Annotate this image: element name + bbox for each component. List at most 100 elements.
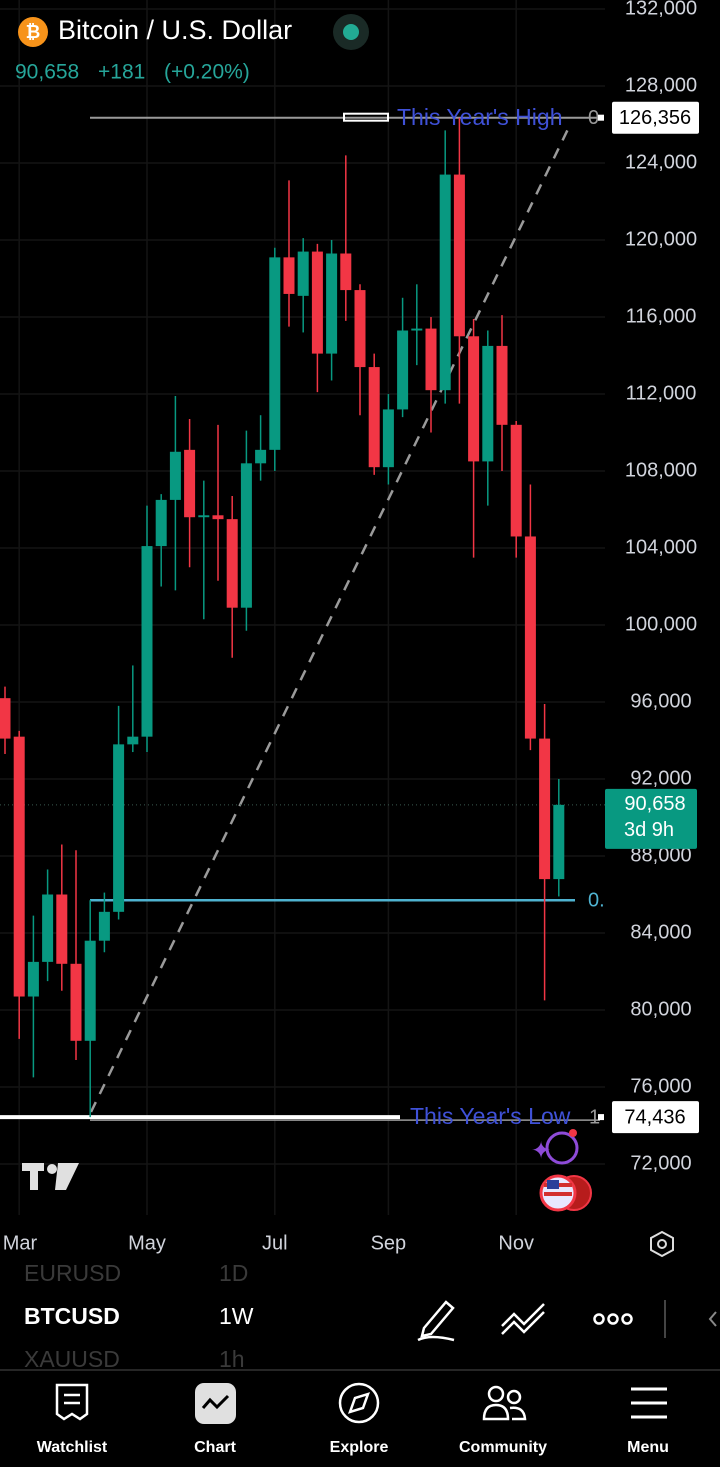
- x-tick-label: Mar: [3, 1232, 38, 1254]
- y-tick-label: 132,000: [625, 0, 697, 19]
- interval[interactable]: 1h: [219, 1346, 245, 1372]
- candle-body: [297, 251, 309, 296]
- indicator-icon[interactable]: [501, 1303, 545, 1335]
- y-tick-label: 72,000: [630, 1152, 691, 1174]
- candle-body: [70, 963, 82, 1041]
- watchlist-icon: [55, 1383, 89, 1421]
- high-handle: [343, 112, 389, 122]
- symbol-picker[interactable]: EURUSD 1D BTCUSD 1W XAUUSD 1h: [24, 1260, 254, 1372]
- candle-body: [553, 804, 565, 880]
- x-tick-label: Sep: [371, 1232, 407, 1254]
- y-tick-label: 88,000: [630, 844, 691, 866]
- candle-body: [155, 499, 167, 547]
- symbol[interactable]: EURUSD: [24, 1260, 121, 1286]
- level-price-dot: [598, 1114, 604, 1121]
- nav-label[interactable]: Explore: [330, 1439, 389, 1456]
- candle-body: [269, 257, 281, 450]
- ai-icon[interactable]: ✦: [531, 1129, 579, 1165]
- settings-icon[interactable]: [650, 1230, 674, 1258]
- candle-body: [496, 345, 508, 425]
- level-price-label: 74,436: [624, 1106, 685, 1128]
- candle-body: [169, 451, 181, 500]
- x-tick-label: Nov: [498, 1232, 534, 1254]
- y-tick-label: 84,000: [630, 921, 691, 943]
- explore-icon: [338, 1382, 380, 1424]
- symbol[interactable]: BTCUSD: [24, 1303, 120, 1329]
- y-tick-label: 108,000: [625, 459, 697, 481]
- level-price-box: [612, 1101, 699, 1134]
- candle-body: [141, 546, 153, 737]
- fib-level: 0.: [588, 890, 605, 912]
- y-tick-label: 116,000: [626, 305, 697, 327]
- levels: This Year's High 0 This Year's Low 1 0.: [0, 104, 605, 1129]
- trend-line: [89, 124, 572, 1113]
- interval[interactable]: 1D: [219, 1260, 248, 1286]
- symbol-title[interactable]: Bitcoin / U.S. Dollar: [58, 15, 292, 45]
- candle-body: [212, 515, 224, 520]
- y-tick-label: 92,000: [630, 767, 691, 789]
- candle-body: [198, 515, 210, 518]
- y-tick-label: 100,000: [625, 613, 697, 635]
- candle-body: [84, 940, 96, 1041]
- candle-body: [397, 330, 409, 410]
- interval[interactable]: 1W: [219, 1303, 254, 1329]
- symbol[interactable]: XAUUSD: [24, 1346, 120, 1372]
- candle-body: [482, 345, 494, 462]
- price: 90,658: [15, 61, 79, 84]
- last-price-label: 90,658: [624, 793, 685, 815]
- nav-label[interactable]: Community: [459, 1439, 547, 1456]
- nav-label[interactable]: Menu: [627, 1439, 669, 1456]
- y-tick-label: 112,000: [626, 382, 697, 404]
- candle-body: [326, 253, 338, 354]
- y-tick-label: 96,000: [630, 690, 691, 712]
- candle-body: [226, 519, 238, 608]
- svg-text:✦: ✦: [531, 1137, 551, 1164]
- settings-icon-center: [657, 1239, 667, 1249]
- price-axis: 132,000 128,000 124,000 120,000 116,000 112,0…: [625, 0, 697, 1174]
- candle-body: [539, 738, 551, 880]
- y-tick-label: 128,000: [625, 74, 697, 96]
- x-tick-label: Jul: [262, 1232, 288, 1254]
- change: +181: [98, 61, 145, 84]
- candle-body: [468, 336, 480, 462]
- candle-body: [13, 736, 25, 997]
- candle-body: [56, 894, 68, 964]
- draw-icon[interactable]: [417, 1300, 455, 1342]
- events-icon[interactable]: [539, 1174, 592, 1212]
- candle-body: [439, 174, 451, 391]
- level-price-dot: [598, 114, 604, 121]
- candle-body: [240, 463, 252, 608]
- candle-body: [411, 328, 423, 331]
- candle-body: [27, 961, 39, 997]
- nav-label[interactable]: Watchlist: [37, 1439, 108, 1456]
- candle-body: [382, 409, 394, 468]
- last-price-box: [605, 788, 697, 849]
- candle-body: [340, 253, 352, 291]
- nav-label[interactable]: Chart: [194, 1439, 236, 1456]
- y-tick-label: 76,000: [630, 1075, 691, 1097]
- candle-body: [98, 911, 110, 941]
- more-icon[interactable]: [593, 1313, 633, 1325]
- price-labels: 126,356 74,436 90,658 3d 9h: [598, 101, 699, 1134]
- candle-body: [453, 174, 465, 337]
- community-icon: [482, 1385, 527, 1421]
- bottom-nav: Watchlist Chart Explore Community Menu: [37, 1439, 669, 1456]
- collapse-icon[interactable]: [708, 1311, 717, 1327]
- change-pct: (+0.20%): [164, 61, 250, 84]
- candles: [0, 117, 565, 1118]
- time-axis: Mar May Jul Sep Nov: [3, 1232, 534, 1254]
- candle-body: [354, 290, 366, 368]
- candle-body: [510, 424, 522, 537]
- candle-body: [0, 698, 11, 739]
- toolbar: [0, 1262, 720, 1370]
- chart-icon-line: [201, 1394, 230, 1410]
- y-tick-label: 80,000: [630, 998, 691, 1020]
- candle-body: [311, 251, 323, 354]
- candle-body: [184, 449, 196, 518]
- high-level: 0: [588, 107, 599, 129]
- candle-body: [524, 536, 536, 739]
- low-name: This Year's Low: [410, 1103, 571, 1129]
- y-tick-label: 124,000: [625, 151, 697, 173]
- candle-body: [113, 744, 125, 912]
